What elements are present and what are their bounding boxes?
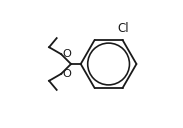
Text: O: O [63,70,72,79]
Text: O: O [63,49,72,58]
Text: Cl: Cl [118,22,129,35]
